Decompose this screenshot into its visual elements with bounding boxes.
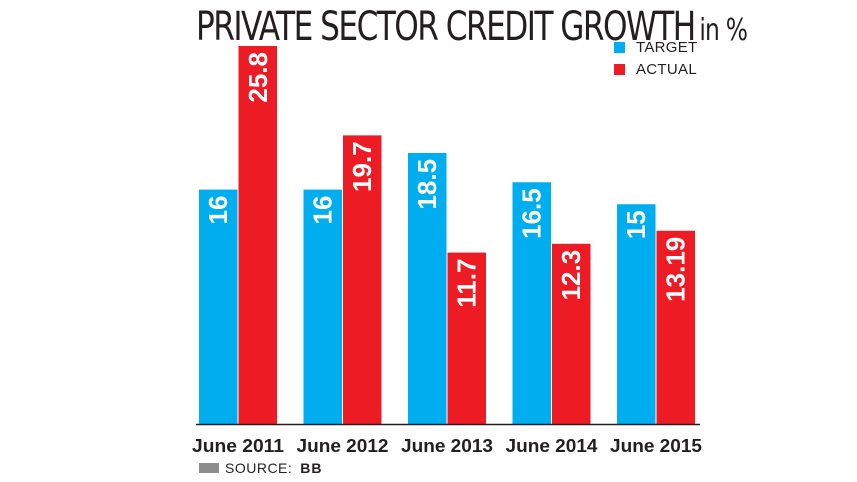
chart-title-unit: in % xyxy=(699,13,748,48)
legend-item-actual: ACTUAL xyxy=(614,58,698,80)
category-label-1: June 2011 xyxy=(192,436,284,456)
category-label-4: June 2014 xyxy=(506,436,598,456)
bar-target-3 xyxy=(408,152,447,424)
data-label-target-5: 15 xyxy=(621,210,651,239)
chart-title: PRIVATE SECTOR CREDIT GROWTH in % xyxy=(196,4,748,50)
bar-actual-1 xyxy=(238,46,277,424)
legend-label-target: TARGET xyxy=(636,38,698,56)
source-value: BB xyxy=(300,460,323,476)
data-label-actual-3: 11.7 xyxy=(452,259,482,308)
bar-actual-4 xyxy=(552,243,591,424)
data-label-target-3: 18.5 xyxy=(412,159,442,210)
bar-target-1 xyxy=(199,189,238,424)
chart-title-text: PRIVATE SECTOR CREDIT GROWTH xyxy=(196,4,696,50)
category-label-3: June 2013 xyxy=(401,436,493,456)
legend-item-target: TARGET xyxy=(614,36,698,58)
data-label-actual-1: 25.8 xyxy=(243,52,273,103)
legend-label-actual: ACTUAL xyxy=(636,60,697,78)
category-label-2: June 2012 xyxy=(297,436,389,456)
legend: TARGET ACTUAL xyxy=(614,36,698,80)
data-label-target-2: 16 xyxy=(308,196,338,225)
bar-actual-5 xyxy=(656,230,695,424)
bar-target-5 xyxy=(617,204,656,424)
data-label-actual-2: 19.7 xyxy=(347,141,377,192)
legend-swatch-actual xyxy=(614,63,625,75)
source-swatch xyxy=(199,463,219,473)
data-label-target-4: 16.5 xyxy=(517,188,547,239)
category-label-5: June 2015 xyxy=(610,436,702,456)
bar-actual-3 xyxy=(447,252,486,424)
bar-actual-2 xyxy=(343,135,382,425)
source-label: SOURCE: xyxy=(225,460,293,476)
legend-swatch-target xyxy=(614,41,625,53)
data-label-actual-5: 13.19 xyxy=(661,237,691,302)
data-label-actual-4: 12.3 xyxy=(556,250,586,301)
source-note: SOURCE: BB xyxy=(199,460,323,476)
data-label-target-1: 16 xyxy=(203,196,233,225)
bar-target-4 xyxy=(512,182,551,424)
bar-target-2 xyxy=(303,189,342,424)
